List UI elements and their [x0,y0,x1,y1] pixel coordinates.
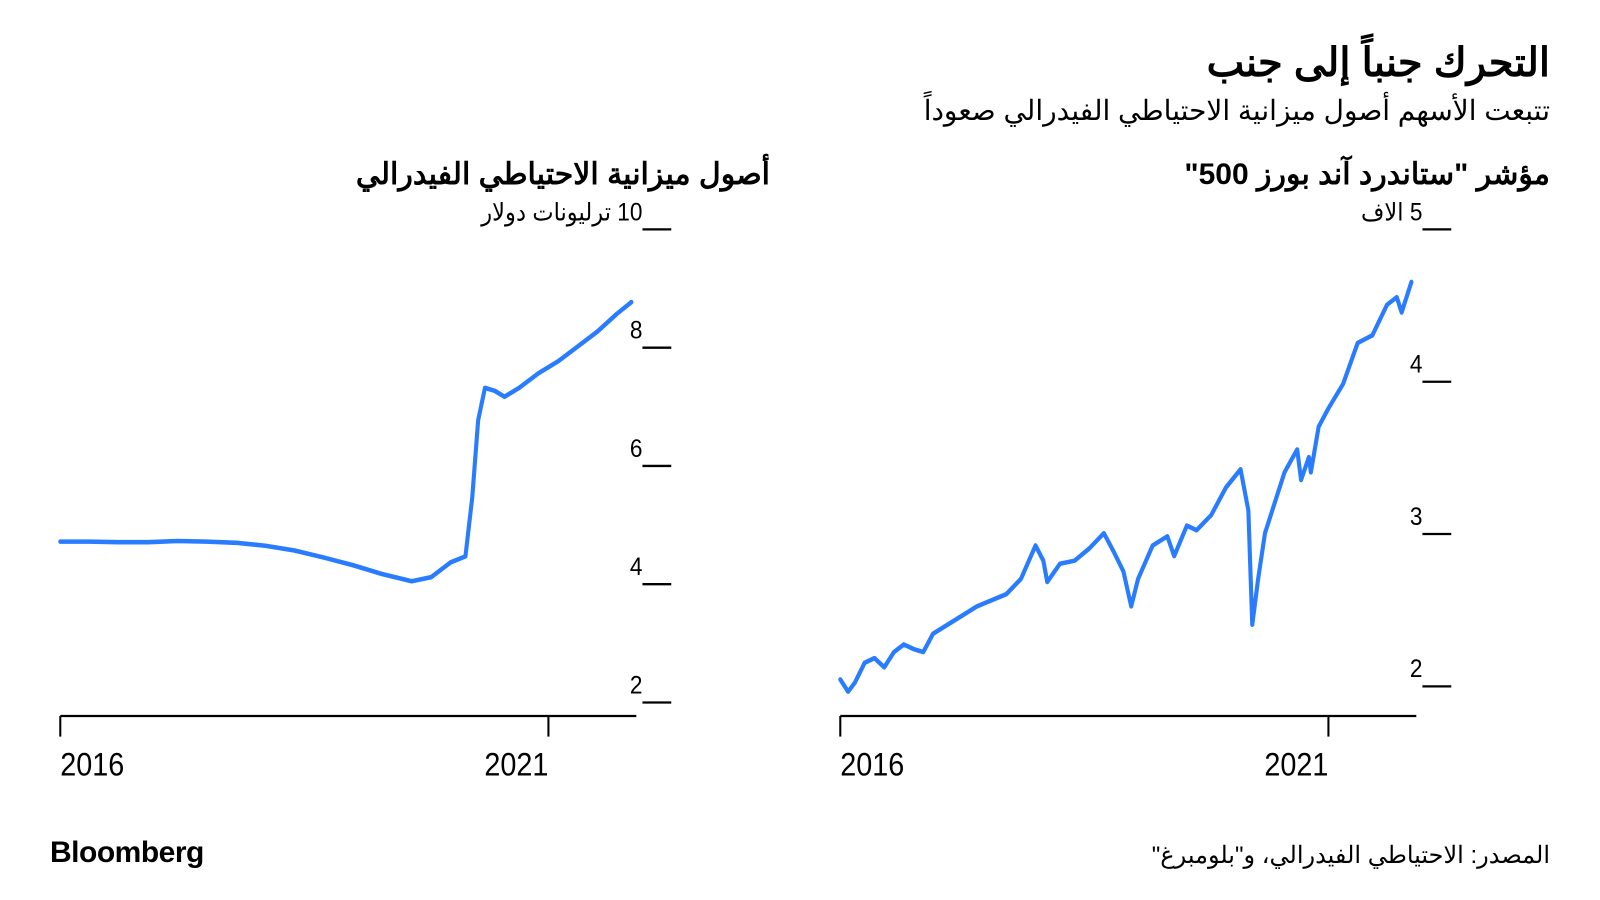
chart-subtitle: تتبعت الأسهم أصول ميزانية الاحتياطي الفي… [50,94,1550,127]
svg-text:2016: 2016 [840,747,904,783]
right-chart-block: مؤشر "ستاندرد آند بورز 500" 2016 2021 5 آل… [830,157,1550,796]
svg-text:2016: 2016 [60,747,124,783]
right-chart-title: مؤشر "ستاندرد آند بورز 500" [830,157,1550,192]
chart-header: التحرك جنباً إلى جنب تتبعت الأسهم أصول م… [50,40,1550,127]
left-chart-title: أصول ميزانية الاحتياطي الفيدرالي [50,157,770,192]
right-chart-area: 2016 2021 5 آلاف 4 3 2 [830,202,1550,796]
svg-text:2: 2 [1410,655,1423,683]
svg-text:3: 3 [1410,503,1423,531]
svg-text:2: 2 [630,671,643,699]
left-chart-block: أصول ميزانية الاحتياطي الفيدرالي 2016 202… [50,157,770,796]
svg-text:4: 4 [630,553,643,581]
brand-label: Bloomberg [50,836,204,870]
svg-text:6: 6 [630,435,643,463]
svg-text:10 ترليونات دولار: 10 ترليونات دولار [480,202,642,227]
svg-text:2021: 2021 [1264,747,1328,783]
chart-footer: Bloomberg المصدر: الاحتياطي الفيدرالي، و… [50,836,1550,870]
source-label: المصدر: الاحتياطي الفيدرالي، و"بلومبرغ" [1152,841,1550,870]
svg-text:4: 4 [1410,351,1423,379]
svg-text:2021: 2021 [484,747,548,783]
svg-text:5 آلاف: 5 آلاف [1361,202,1423,227]
svg-text:8: 8 [630,316,643,344]
left-chart-area: 2016 2021 10 ترليونات دولار 8 6 4 2 [50,202,770,796]
charts-row: أصول ميزانية الاحتياطي الفيدرالي 2016 202… [50,157,1550,796]
chart-title: التحرك جنباً إلى جنب [50,40,1550,86]
